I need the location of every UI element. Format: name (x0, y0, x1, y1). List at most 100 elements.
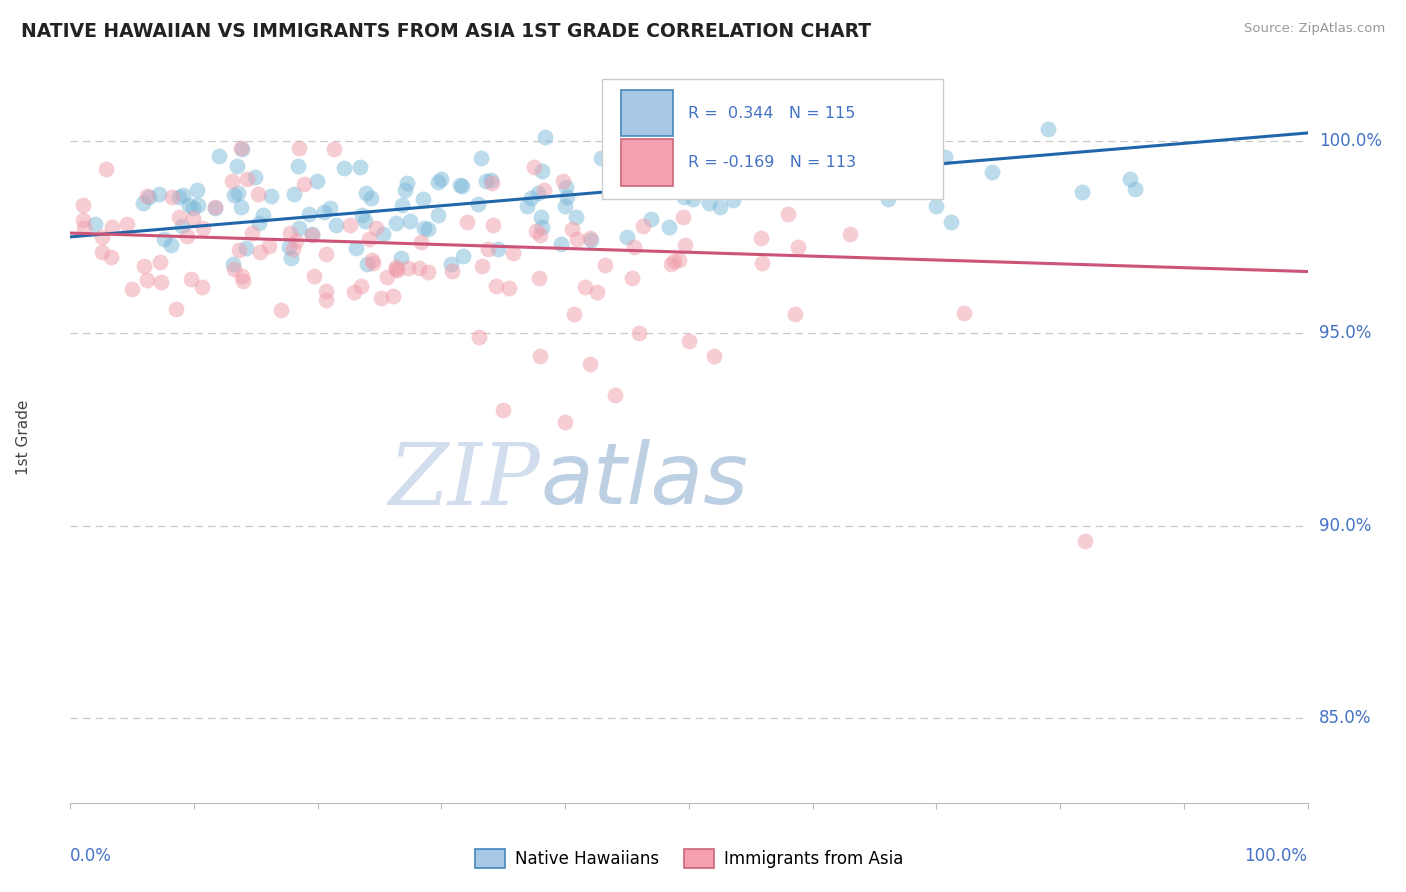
Point (121, 281, 143, 295)
Point (481, 176, 503, 190)
Point (776, 207, 799, 221)
Point (235, 241, 257, 255)
Point (394, 183, 416, 197)
Point (285, 234, 308, 248)
Point (381, 288, 404, 302)
Point (167, 210, 190, 224)
Point (278, 226, 301, 240)
Point (236, 172, 259, 186)
Point (354, 214, 377, 228)
Point (298, 207, 321, 221)
Point (520, 191, 543, 205)
Point (231, 141, 253, 155)
Text: 90.0%: 90.0% (1319, 516, 1371, 534)
Point (498, 281, 520, 295)
Point (527, 186, 550, 200)
Point (228, 243, 250, 257)
Point (84, 217, 107, 231)
Point (159, 238, 181, 252)
Point (132, 196, 155, 211)
Point (132, 260, 155, 274)
Point (470, 151, 492, 165)
Point (1071, 185, 1094, 199)
Point (283, 187, 305, 202)
Point (349, 160, 371, 174)
Point (136, 272, 159, 286)
Point (152, 232, 174, 246)
Point (260, 189, 283, 203)
Text: ZIP: ZIP (388, 440, 540, 523)
Point (523, 160, 546, 174)
Point (586, 285, 609, 299)
Point (561, 222, 583, 236)
Point (658, 219, 681, 234)
Point (385, 260, 408, 274)
FancyBboxPatch shape (621, 90, 673, 136)
Text: R =  0.344   N = 115: R = 0.344 N = 115 (688, 105, 855, 120)
Point (482, 218, 505, 232)
Point (170, 219, 193, 234)
Point (953, 306, 976, 320)
Point (565, 231, 588, 245)
Point (360, 191, 382, 205)
Point (148, 187, 170, 202)
Point (240, 226, 263, 240)
Point (527, 270, 550, 285)
Point (591, 152, 613, 166)
Point (412, 193, 434, 207)
Point (555, 190, 578, 204)
Point (115, 217, 138, 231)
Point (350, 278, 373, 293)
Point (360, 252, 382, 267)
Point (894, 169, 917, 184)
Point (673, 238, 696, 252)
Point (302, 268, 325, 283)
Text: Source: ZipAtlas.com: Source: ZipAtlas.com (1244, 22, 1385, 36)
Point (228, 186, 250, 200)
Point (654, 141, 676, 155)
Point (221, 173, 243, 187)
Point (333, 161, 356, 176)
Legend: Native Hawaiians, Immigrants from Asia: Native Hawaiians, Immigrants from Asia (468, 842, 910, 875)
Point (492, 403, 515, 417)
Text: 100.0%: 100.0% (1319, 132, 1382, 150)
Point (160, 190, 183, 204)
Text: atlas: atlas (540, 440, 748, 523)
Point (721, 193, 744, 207)
Point (314, 205, 336, 219)
Point (733, 177, 755, 191)
Point (662, 254, 685, 268)
Point (385, 262, 408, 277)
Point (396, 260, 419, 275)
Point (94, 162, 117, 177)
Point (668, 253, 690, 268)
Point (783, 307, 806, 321)
Point (357, 232, 380, 246)
Point (835, 161, 858, 175)
Text: R = -0.169   N = 113: R = -0.169 N = 113 (688, 155, 856, 170)
Point (384, 262, 406, 277)
Point (398, 214, 420, 228)
Point (647, 172, 669, 186)
Point (426, 208, 449, 222)
Point (628, 326, 651, 340)
Point (485, 279, 508, 293)
Point (631, 219, 654, 233)
Point (391, 198, 413, 212)
Text: 95.0%: 95.0% (1319, 324, 1371, 343)
Point (441, 264, 464, 278)
Point (426, 175, 449, 189)
Point (709, 200, 731, 214)
Point (315, 285, 337, 299)
Point (451, 179, 474, 194)
Point (616, 230, 638, 244)
Point (430, 171, 453, 186)
Point (315, 247, 337, 261)
Point (1038, 122, 1060, 136)
Point (191, 280, 214, 294)
Text: 0.0%: 0.0% (70, 847, 112, 864)
Point (779, 122, 801, 136)
Point (477, 243, 499, 257)
Point (609, 169, 631, 184)
Point (941, 215, 963, 229)
